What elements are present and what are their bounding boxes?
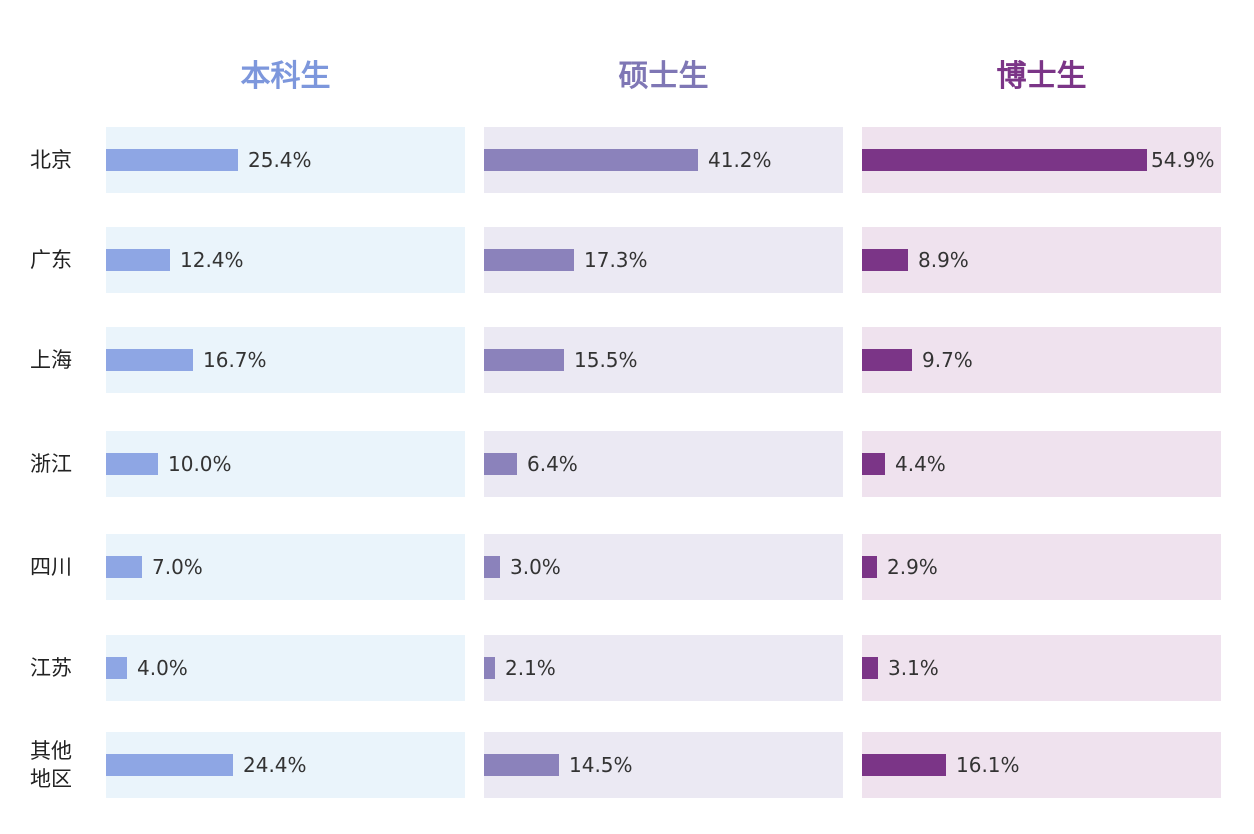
- panel-1-3: 6.4%: [484, 431, 843, 497]
- column-title-0: 本科生: [240, 59, 331, 94]
- value-label-1-1: 17.3%: [584, 248, 648, 272]
- panel-2-3: 4.4%: [862, 431, 1221, 497]
- value-label-0-0: 25.4%: [248, 148, 312, 172]
- value-label-2-2: 9.7%: [922, 348, 973, 372]
- value-label-0-4: 7.0%: [152, 555, 203, 579]
- panel-0-1: 12.4%: [106, 227, 465, 293]
- bar-1-2: [484, 349, 564, 371]
- panel-2-5: 3.1%: [862, 635, 1221, 701]
- panel-1-5: 2.1%: [484, 635, 843, 701]
- panel-1-1: 17.3%: [484, 227, 843, 293]
- row-label-4: 四川: [30, 555, 72, 579]
- value-label-2-1: 8.9%: [918, 248, 969, 272]
- bar-1-3: [484, 453, 517, 475]
- value-label-1-6: 14.5%: [569, 753, 633, 777]
- bar-0-1: [106, 249, 170, 271]
- value-label-2-0: 54.9%: [1151, 148, 1215, 172]
- panel-0-2: 16.7%: [106, 327, 465, 393]
- panel-2-2: 9.7%: [862, 327, 1221, 393]
- bar-0-3: [106, 453, 158, 475]
- panel-0-4: 7.0%: [106, 534, 465, 600]
- panel-1-2: 15.5%: [484, 327, 843, 393]
- row-label-1: 广东: [30, 248, 72, 272]
- row-label-6: 其他地区: [30, 739, 72, 791]
- bar-1-4: [484, 556, 500, 578]
- bar-1-1: [484, 249, 574, 271]
- panel-0-5: 4.0%: [106, 635, 465, 701]
- bar-2-5: [862, 657, 878, 679]
- value-label-0-2: 16.7%: [203, 348, 267, 372]
- value-label-2-5: 3.1%: [888, 656, 939, 680]
- value-label-0-6: 24.4%: [243, 753, 307, 777]
- row-label-0: 北京: [30, 148, 72, 172]
- panel-2-6: 16.1%: [862, 732, 1221, 798]
- panel-2-0: 54.9%: [862, 127, 1221, 193]
- panel-2-4: 2.9%: [862, 534, 1221, 600]
- panel-0-6: 24.4%: [106, 732, 465, 798]
- bar-1-5: [484, 657, 495, 679]
- value-label-2-6: 16.1%: [956, 753, 1020, 777]
- row-label-5: 江苏: [30, 656, 72, 680]
- bar-2-6: [862, 754, 946, 776]
- value-label-1-4: 3.0%: [510, 555, 561, 579]
- value-label-1-3: 6.4%: [527, 452, 578, 476]
- panel-0-3: 10.0%: [106, 431, 465, 497]
- value-label-1-0: 41.2%: [708, 148, 772, 172]
- bar-2-2: [862, 349, 912, 371]
- row-label-3: 浙江: [30, 452, 72, 476]
- bar-1-0: [484, 149, 698, 171]
- bar-1-6: [484, 754, 559, 776]
- value-label-0-5: 4.0%: [137, 656, 188, 680]
- value-label-1-5: 2.1%: [505, 656, 556, 680]
- bar-2-3: [862, 453, 885, 475]
- value-label-0-3: 10.0%: [168, 452, 232, 476]
- column-title-1: 硕士生: [618, 59, 709, 94]
- panel-0-0: 25.4%: [106, 127, 465, 193]
- bar-2-1: [862, 249, 908, 271]
- bar-0-2: [106, 349, 193, 371]
- value-label-1-2: 15.5%: [574, 348, 638, 372]
- value-label-0-1: 12.4%: [180, 248, 244, 272]
- value-label-2-4: 2.9%: [887, 555, 938, 579]
- row-label-2: 上海: [30, 348, 72, 372]
- column-title-2: 博士生: [996, 59, 1087, 94]
- bar-0-5: [106, 657, 127, 679]
- bar-0-4: [106, 556, 142, 578]
- bar-0-0: [106, 149, 238, 171]
- bar-0-6: [106, 754, 233, 776]
- panel-1-6: 14.5%: [484, 732, 843, 798]
- bar-2-4: [862, 556, 877, 578]
- value-label-2-3: 4.4%: [895, 452, 946, 476]
- panel-2-1: 8.9%: [862, 227, 1221, 293]
- bar-2-0: [862, 149, 1147, 171]
- panel-1-4: 3.0%: [484, 534, 843, 600]
- panel-1-0: 41.2%: [484, 127, 843, 193]
